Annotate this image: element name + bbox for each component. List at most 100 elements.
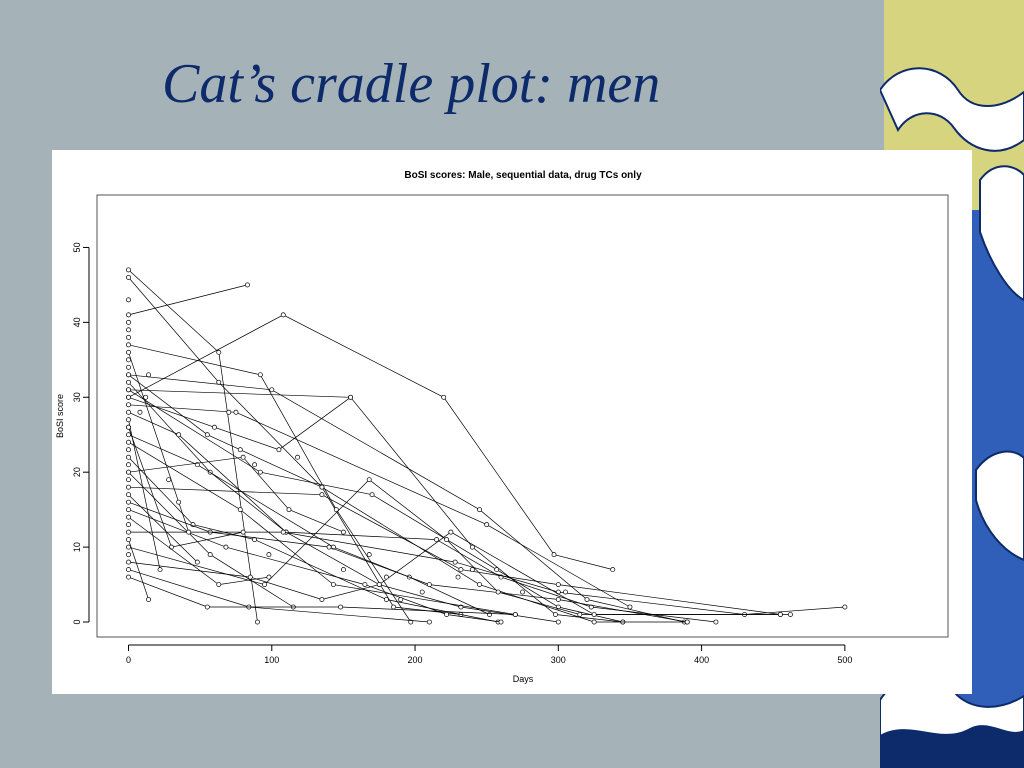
y-tick-label: 0	[72, 620, 82, 625]
wave-foam-bottom	[880, 725, 1024, 768]
data-point	[452, 559, 458, 565]
data-point	[280, 312, 286, 318]
series-line	[128, 441, 516, 615]
data-point	[194, 559, 200, 565]
data-point	[366, 477, 372, 483]
data-point	[426, 619, 432, 625]
series-line	[128, 404, 631, 608]
data-point	[176, 432, 182, 438]
data-point	[340, 529, 346, 535]
data-point	[577, 612, 583, 617]
series-line	[128, 344, 412, 623]
data-point	[319, 492, 325, 498]
data-point	[204, 604, 210, 610]
y-axis-label: BoSI score	[55, 394, 65, 438]
x-tick-label: 300	[551, 655, 566, 665]
data-point	[398, 597, 404, 602]
data-point	[684, 619, 690, 625]
data-point	[257, 372, 263, 378]
data-point	[237, 447, 243, 453]
y-tick-label: 20	[72, 467, 82, 477]
data-point	[295, 454, 301, 460]
data-point	[126, 357, 131, 363]
data-point	[408, 619, 414, 625]
data-point	[434, 537, 439, 543]
data-point	[391, 604, 397, 610]
data-point	[212, 424, 217, 430]
data-point	[126, 409, 131, 415]
data-point	[333, 507, 339, 513]
data-point	[204, 432, 210, 438]
data-point	[330, 582, 336, 588]
data-point	[126, 417, 131, 423]
data-point	[494, 567, 500, 573]
data-point	[216, 582, 222, 588]
series-line	[128, 389, 623, 623]
data-point	[126, 424, 131, 430]
data-point	[126, 372, 131, 378]
chart: BoSI scores: Male, sequential data, drug…	[55, 170, 949, 684]
data-point	[126, 529, 131, 535]
data-point	[223, 544, 229, 550]
data-point	[383, 574, 389, 580]
data-point	[520, 589, 525, 595]
data-point	[477, 507, 482, 513]
x-tick-label: 500	[837, 655, 852, 665]
data-point	[787, 612, 793, 617]
data-point	[627, 604, 633, 610]
series-line	[128, 531, 845, 615]
data-point	[369, 492, 375, 498]
data-point	[591, 619, 597, 625]
data-point	[233, 409, 239, 415]
data-point	[555, 597, 561, 602]
data-point	[126, 477, 131, 483]
series-line	[128, 501, 688, 623]
data-point	[426, 582, 432, 588]
y-axis: 0 10 20 30 40 50	[72, 242, 90, 625]
series-line	[128, 277, 461, 615]
data-point	[126, 514, 131, 520]
data-point	[126, 462, 131, 468]
x-tick-label: 100	[264, 655, 279, 665]
data-point	[126, 552, 131, 558]
x-tick-label: 400	[694, 655, 709, 665]
data-point	[240, 454, 246, 460]
x-axis: 0 100 200 300 400 500	[126, 644, 852, 665]
data-point	[477, 582, 482, 588]
series-line	[128, 374, 688, 623]
data-point	[419, 589, 425, 595]
data-point	[777, 612, 783, 617]
data-point	[458, 567, 464, 573]
data-point	[266, 574, 272, 580]
data-point	[319, 597, 325, 602]
data-point	[126, 394, 131, 400]
data-point	[126, 274, 131, 280]
data-point	[512, 612, 518, 617]
data-point	[126, 402, 131, 408]
series-line	[128, 374, 685, 623]
series-line	[128, 396, 351, 451]
data-point	[383, 597, 389, 602]
data-point	[444, 612, 450, 617]
data-point	[240, 529, 246, 535]
series-line	[128, 456, 499, 623]
data-point	[269, 387, 275, 393]
data-point	[376, 582, 382, 588]
y-tick-label: 30	[72, 392, 82, 402]
series-line	[128, 382, 559, 623]
series-line	[128, 539, 149, 600]
data-point	[126, 499, 131, 505]
series-line	[128, 419, 161, 570]
data-point	[244, 282, 250, 288]
data-point	[126, 364, 131, 370]
data-point	[126, 537, 131, 543]
data-point	[498, 619, 504, 625]
data-point	[280, 529, 286, 535]
data-point	[216, 349, 222, 355]
data-point	[247, 574, 253, 580]
x-tick-label: 0	[126, 655, 131, 665]
data-point	[207, 552, 213, 558]
data-point	[591, 612, 597, 617]
data-point	[555, 619, 561, 625]
data-point	[610, 567, 616, 573]
